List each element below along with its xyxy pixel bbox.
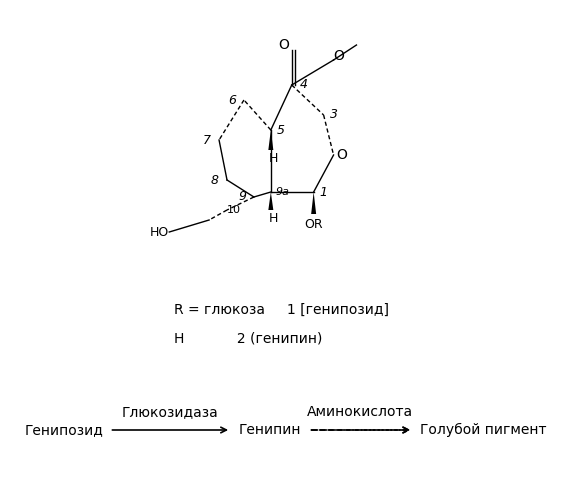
Text: O: O (336, 148, 347, 162)
Text: 9: 9 (238, 190, 246, 203)
Text: Глюкозидаза: Глюкозидаза (122, 405, 219, 419)
Text: Голубой пигмент: Голубой пигмент (420, 423, 546, 437)
Polygon shape (268, 130, 274, 150)
Text: Аминокислота: Аминокислота (307, 405, 413, 419)
Text: 10: 10 (227, 205, 241, 215)
Text: O: O (333, 49, 344, 63)
Text: O: O (278, 38, 289, 52)
Text: 7: 7 (203, 134, 211, 146)
Text: 9a: 9a (276, 187, 290, 197)
Polygon shape (268, 192, 274, 210)
Polygon shape (311, 192, 316, 214)
Text: Генипозид: Генипозид (25, 423, 104, 437)
Text: 6: 6 (228, 94, 236, 106)
Text: 3: 3 (329, 108, 338, 122)
Text: 8: 8 (211, 174, 219, 186)
Text: H: H (269, 212, 279, 224)
Text: H: H (269, 152, 279, 164)
Text: HO: HO (150, 226, 169, 238)
Text: Генипин: Генипин (239, 423, 301, 437)
Text: 4: 4 (300, 78, 308, 92)
Text: 1: 1 (320, 186, 328, 198)
Text: H            2 (генипин): H 2 (генипин) (174, 331, 322, 345)
Text: 5: 5 (277, 124, 285, 136)
Text: R = глюкоза     1 [генипозид]: R = глюкоза 1 [генипозид] (174, 303, 389, 317)
Text: OR: OR (304, 218, 323, 230)
